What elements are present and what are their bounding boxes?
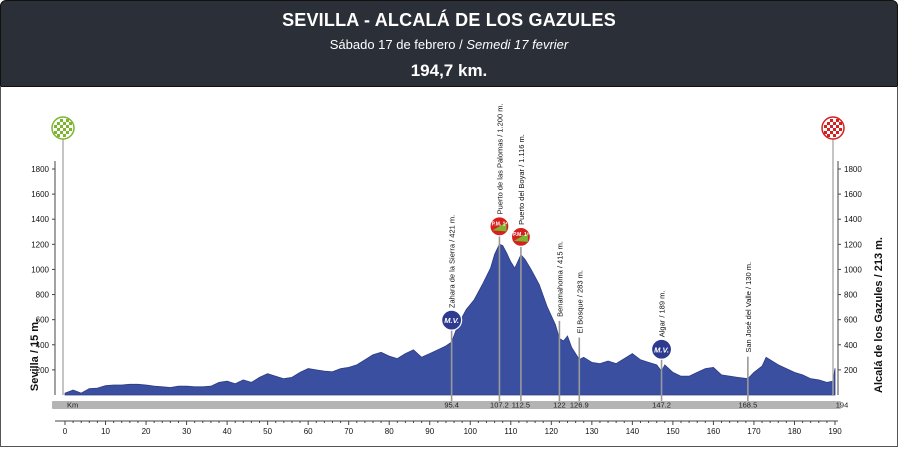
x-tick-label: 20 bbox=[142, 427, 151, 436]
pm-marker-label: P.M. 1ª bbox=[492, 221, 508, 227]
y-tick-label-left: 200 bbox=[36, 366, 50, 375]
point-label: Zahara de la Sierra / 421 m. bbox=[448, 215, 457, 308]
km-bar-value: 112.5 bbox=[512, 401, 530, 410]
y-tick-label-left: 400 bbox=[36, 341, 50, 350]
y-tick-label-right: 1600 bbox=[844, 190, 862, 199]
chart-frame bbox=[0, 86, 898, 447]
y-tick-label-left: 1600 bbox=[31, 190, 49, 199]
x-tick-label: 80 bbox=[385, 427, 394, 436]
x-tick-label: 190 bbox=[828, 427, 842, 436]
x-tick-label: 70 bbox=[344, 427, 353, 436]
point-label: Puerto del Boyar / 1.116 m. bbox=[517, 134, 526, 225]
y-tick-label-right: 800 bbox=[844, 291, 858, 300]
x-tick-label: 120 bbox=[545, 427, 559, 436]
x-tick-label: 30 bbox=[182, 427, 191, 436]
x-tick-label: 110 bbox=[504, 427, 517, 436]
stage-distance: 194,7 km. bbox=[410, 61, 488, 80]
km-bar-value: 95.4 bbox=[444, 401, 459, 410]
y-tick-label-left: 1800 bbox=[31, 165, 49, 174]
mv-marker-label: M.V. bbox=[654, 345, 669, 354]
km-bar bbox=[52, 401, 841, 409]
y-tick-label-right: 1400 bbox=[844, 215, 862, 224]
stage-title: SEVILLA - ALCALÁ DE LOS GAZULES bbox=[282, 10, 616, 30]
stage-date-fr: Semedi 17 fevrier bbox=[466, 37, 569, 52]
pm-marker-label: P.M. 1ª bbox=[513, 232, 529, 238]
km-bar-value: 194 bbox=[836, 401, 849, 410]
y-tick-label-right: 600 bbox=[844, 316, 858, 325]
x-tick-label: 40 bbox=[223, 427, 232, 436]
y-tick-label-left: 1000 bbox=[31, 265, 49, 274]
mv-marker-icon bbox=[441, 309, 463, 331]
elevation-profile-area bbox=[64, 243, 836, 396]
x-tick-label: 140 bbox=[626, 427, 640, 436]
km-bar-value: 122 bbox=[553, 401, 566, 410]
finish-label: Alcalá de los Gazules / 213 m. bbox=[873, 237, 885, 393]
km-bar-value: 126.9 bbox=[570, 401, 589, 410]
pm-marker-mountain bbox=[513, 232, 528, 242]
point-label: El Bosque / 283 m. bbox=[575, 270, 584, 333]
x-tick-label: 0 bbox=[63, 427, 68, 436]
y-tick-label-right: 400 bbox=[844, 341, 858, 350]
finish-flag-icon bbox=[821, 116, 845, 140]
y-tick-label-left: 1400 bbox=[31, 215, 49, 224]
y-tick-label-right: 1200 bbox=[844, 240, 862, 249]
stage-date-es: Sábado 17 de febrero / bbox=[329, 37, 463, 52]
x-tick-label: 60 bbox=[304, 427, 313, 436]
mv-marker-icon bbox=[650, 338, 673, 360]
x-tick-label: 50 bbox=[263, 427, 272, 436]
km-bar-label: Km bbox=[67, 401, 78, 410]
y-tick-label-left: 800 bbox=[36, 291, 50, 300]
point-label: Benamahoma / 415 m. bbox=[555, 241, 564, 317]
point-label: Algar / 189 m. bbox=[658, 291, 667, 338]
y-tick-label-left: 600 bbox=[36, 316, 50, 325]
stage-date: Sábado 17 de febrero / Semedi 17 fevrier bbox=[1, 37, 897, 52]
x-tick-label: 130 bbox=[585, 427, 599, 436]
x-tick-label: 100 bbox=[464, 427, 478, 436]
mv-marker-label: M.V. bbox=[444, 316, 459, 325]
y-tick-label-left: 1200 bbox=[31, 240, 49, 249]
start-label: Sevilla / 15 m. bbox=[29, 319, 41, 391]
x-tick-label: 150 bbox=[666, 427, 680, 436]
km-bar-value: 107.2 bbox=[490, 401, 509, 410]
y-tick-label-right: 200 bbox=[844, 366, 858, 375]
x-tick-label: 160 bbox=[707, 427, 721, 436]
x-tick-label: 170 bbox=[747, 427, 761, 436]
start-flag-icon bbox=[51, 116, 75, 140]
point-label: Puerto de las Palomas / 1.200 m. bbox=[495, 103, 504, 214]
km-bar-value: 147.2 bbox=[652, 401, 671, 410]
x-tick-label: 10 bbox=[101, 427, 110, 436]
x-tick-label: 180 bbox=[788, 427, 802, 436]
point-label: San José del Valle / 130 m. bbox=[744, 262, 753, 353]
km-bar-value: 168.5 bbox=[738, 401, 757, 410]
y-tick-label-right: 1800 bbox=[844, 165, 862, 174]
y-tick-label-right: 1000 bbox=[844, 265, 862, 274]
x-tick-label: 90 bbox=[425, 427, 434, 436]
pm-marker-mountain bbox=[492, 222, 507, 232]
stage-header: SEVILLA - ALCALÁ DE LOS GAZULES Sábado 1… bbox=[0, 0, 898, 87]
